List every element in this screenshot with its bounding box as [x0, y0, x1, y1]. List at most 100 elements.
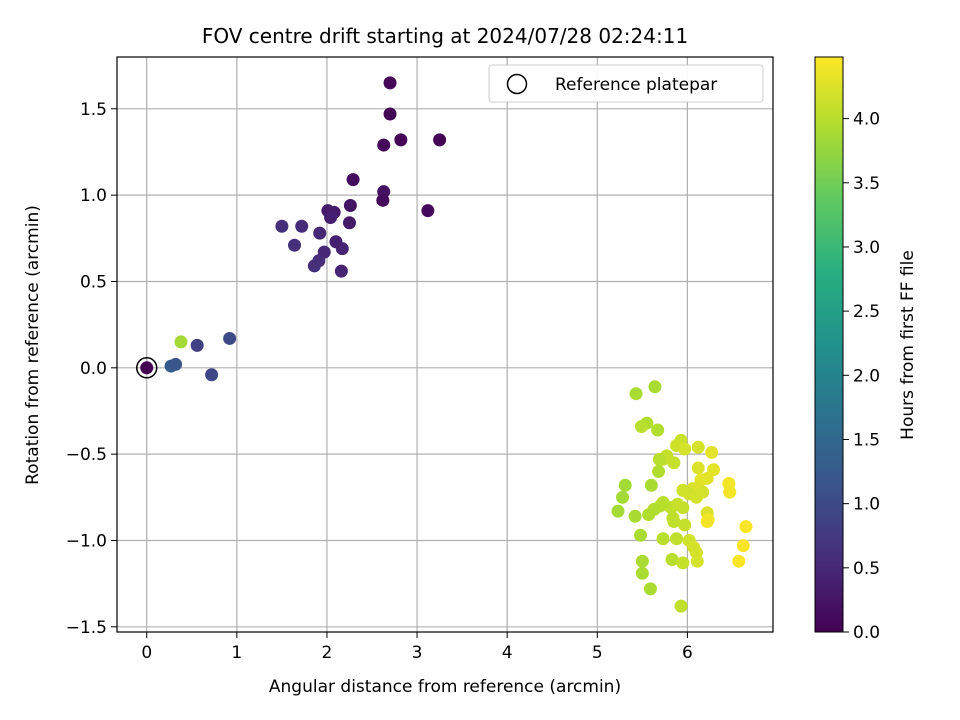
data-point: [678, 518, 692, 532]
colorbar-tick-label: 4.0: [853, 110, 880, 130]
data-point: [628, 509, 642, 523]
y-tick-label: −1.0: [66, 531, 107, 551]
data-point: [343, 198, 357, 212]
data-point: [648, 380, 662, 394]
data-point: [690, 554, 704, 568]
colorbar-tick-label: 1.0: [853, 495, 880, 515]
data-point: [307, 259, 321, 273]
data-point: [656, 532, 670, 546]
x-tick-label: 5: [592, 643, 603, 663]
data-point: [678, 442, 692, 456]
data-point: [275, 219, 289, 233]
data-point: [651, 423, 665, 437]
y-tick-label: 1.0: [80, 186, 107, 206]
grid: [117, 57, 773, 632]
data-point: [667, 514, 681, 528]
colorbar-tick-label: 1.5: [853, 430, 880, 450]
data-point: [295, 219, 309, 233]
x-axis-ticks: 0 1 2 3 4 5 6: [141, 632, 693, 663]
colorbar-label: Hours from first FF file: [898, 250, 918, 440]
data-point: [701, 513, 715, 527]
data-point: [169, 357, 183, 371]
legend-marker: [506, 73, 528, 95]
colorbar-tick-label: 2.5: [853, 302, 880, 322]
x-tick-label: 3: [412, 643, 423, 663]
data-point: [676, 501, 690, 515]
y-tick-label: 0.0: [80, 359, 107, 379]
colorbar-tick-label: 3.0: [853, 238, 880, 258]
data-point: [723, 485, 737, 499]
colorbar-ticks: 0.0 0.5 1.0 1.5 2.0 2.5 3.0 3.5 4.0: [843, 110, 880, 643]
data-point: [635, 566, 649, 580]
data-point: [383, 76, 397, 90]
data-point: [667, 456, 681, 470]
data-point: [736, 539, 750, 553]
reference-marker: [135, 357, 158, 379]
data-point: [635, 554, 649, 568]
legend-box: [488, 64, 764, 103]
data-point: [634, 528, 648, 542]
y-axis-ticks: −1.5 −1.0 −0.5 0.0 0.5 1.0 1.5: [66, 100, 117, 638]
data-point: [342, 216, 356, 230]
data-point: [644, 478, 658, 492]
legend-label-reference: Reference platepar: [555, 75, 717, 95]
y-axis-label: Rotation from reference (arcmin): [23, 205, 43, 485]
x-tick-label: 6: [682, 643, 693, 663]
data-point: [643, 582, 657, 596]
colorbar-tick-label: 0.5: [853, 559, 880, 579]
data-point: [394, 133, 408, 147]
data-point: [383, 107, 397, 121]
x-tick-label: 1: [231, 643, 242, 663]
data-point: [691, 440, 705, 454]
data-point: [642, 508, 656, 522]
legend: Reference platepar: [488, 64, 764, 103]
data-point: [174, 335, 188, 349]
x-tick-label: 0: [141, 643, 152, 663]
data-point: [313, 226, 327, 240]
data-point: [223, 331, 237, 345]
data-point: [377, 138, 391, 152]
data-point: [689, 490, 703, 504]
x-tick-label: 2: [322, 643, 333, 663]
x-axis-label: Angular distance from reference (arcmin): [269, 677, 621, 697]
data-point: [334, 264, 348, 278]
data-point: [616, 490, 630, 504]
data-point: [288, 238, 302, 252]
data-point: [324, 211, 338, 225]
data-point: [629, 387, 643, 401]
data-point: [433, 133, 447, 147]
data-point: [705, 445, 719, 459]
plot-frame: [116, 56, 774, 633]
y-tick-label: −1.5: [66, 618, 107, 638]
data-point: [346, 173, 360, 187]
data-point: [618, 478, 632, 492]
chart-title: FOV centre drift starting at 2024/07/28 …: [202, 24, 688, 48]
data-point: [611, 504, 625, 518]
data-point: [634, 420, 648, 434]
data-point: [421, 204, 435, 218]
colorbar: [814, 56, 844, 633]
data-point: [376, 193, 390, 207]
data-point: [665, 552, 679, 566]
data-point: [691, 461, 705, 475]
reference-point: [135, 357, 158, 379]
data-point: [676, 556, 690, 570]
data-point: [670, 532, 684, 546]
data-point: [190, 338, 204, 352]
y-tick-label: 1.5: [80, 100, 107, 120]
data-point: [652, 452, 666, 466]
y-tick-label: −0.5: [66, 445, 107, 465]
data-point: [140, 361, 154, 375]
data-point: [674, 599, 688, 613]
colorbar-tick-label: 3.5: [853, 174, 880, 194]
data-point: [732, 554, 746, 568]
data-point: [205, 368, 219, 382]
colorbar-tick-label: 0.0: [853, 623, 880, 643]
colorbar-tick-label: 2.0: [853, 366, 880, 386]
data-point: [335, 242, 349, 256]
data-point: [739, 520, 753, 534]
data-point: [652, 464, 666, 478]
data-points: [140, 76, 753, 613]
x-tick-label: 4: [502, 643, 513, 663]
